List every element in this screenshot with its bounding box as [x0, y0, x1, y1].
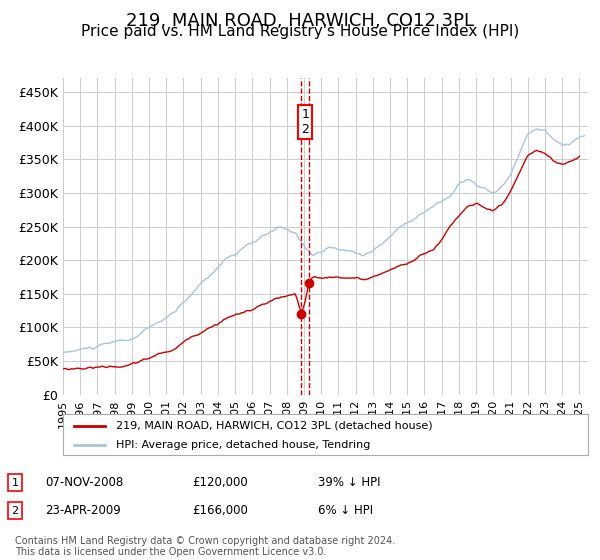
- Text: 219, MAIN ROAD, HARWICH, CO12 3PL (detached house): 219, MAIN ROAD, HARWICH, CO12 3PL (detac…: [115, 421, 432, 431]
- Text: 39% ↓ HPI: 39% ↓ HPI: [318, 476, 380, 489]
- Text: Price paid vs. HM Land Registry's House Price Index (HPI): Price paid vs. HM Land Registry's House …: [81, 24, 519, 39]
- Text: £120,000: £120,000: [192, 476, 248, 489]
- Text: Contains HM Land Registry data © Crown copyright and database right 2024.
This d: Contains HM Land Registry data © Crown c…: [15, 535, 395, 557]
- Text: 2: 2: [11, 506, 19, 516]
- Text: 219, MAIN ROAD, HARWICH, CO12 3PL: 219, MAIN ROAD, HARWICH, CO12 3PL: [126, 12, 474, 30]
- Text: 07-NOV-2008: 07-NOV-2008: [45, 476, 123, 489]
- Text: 1
2: 1 2: [301, 108, 310, 136]
- Text: 1: 1: [11, 478, 19, 488]
- Text: 6% ↓ HPI: 6% ↓ HPI: [318, 504, 373, 517]
- Text: HPI: Average price, detached house, Tendring: HPI: Average price, detached house, Tend…: [115, 440, 370, 450]
- Text: £166,000: £166,000: [192, 504, 248, 517]
- Text: 23-APR-2009: 23-APR-2009: [45, 504, 121, 517]
